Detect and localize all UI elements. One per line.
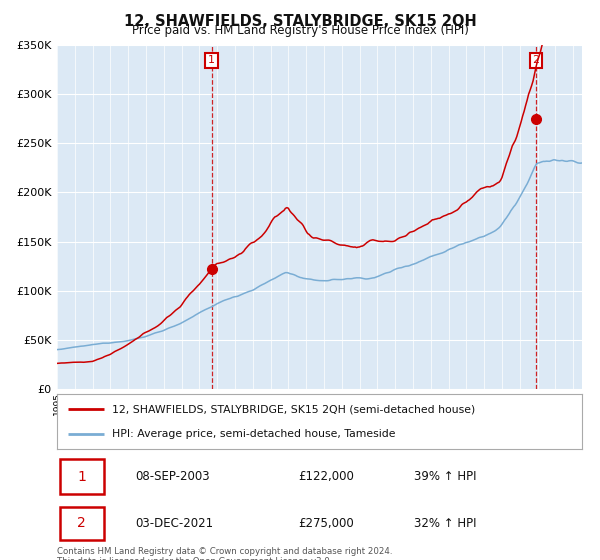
Text: Price paid vs. HM Land Registry's House Price Index (HPI): Price paid vs. HM Land Registry's House … bbox=[131, 24, 469, 37]
Text: HPI: Average price, semi-detached house, Tameside: HPI: Average price, semi-detached house,… bbox=[112, 430, 395, 439]
Text: 2: 2 bbox=[533, 55, 539, 66]
Text: Contains HM Land Registry data © Crown copyright and database right 2024.
This d: Contains HM Land Registry data © Crown c… bbox=[57, 547, 392, 560]
FancyBboxPatch shape bbox=[59, 459, 104, 494]
Text: 03-DEC-2021: 03-DEC-2021 bbox=[136, 517, 214, 530]
Text: 32% ↑ HPI: 32% ↑ HPI bbox=[414, 517, 476, 530]
Text: 08-SEP-2003: 08-SEP-2003 bbox=[136, 470, 211, 483]
Text: 2: 2 bbox=[77, 516, 86, 530]
Text: 39% ↑ HPI: 39% ↑ HPI bbox=[414, 470, 476, 483]
FancyBboxPatch shape bbox=[59, 506, 104, 540]
Text: 12, SHAWFIELDS, STALYBRIDGE, SK15 2QH: 12, SHAWFIELDS, STALYBRIDGE, SK15 2QH bbox=[124, 14, 476, 29]
Text: £275,000: £275,000 bbox=[299, 517, 354, 530]
Text: 1: 1 bbox=[77, 469, 86, 484]
Text: 1: 1 bbox=[208, 55, 215, 66]
Text: £122,000: £122,000 bbox=[299, 470, 355, 483]
Text: 12, SHAWFIELDS, STALYBRIDGE, SK15 2QH (semi-detached house): 12, SHAWFIELDS, STALYBRIDGE, SK15 2QH (s… bbox=[112, 404, 475, 414]
